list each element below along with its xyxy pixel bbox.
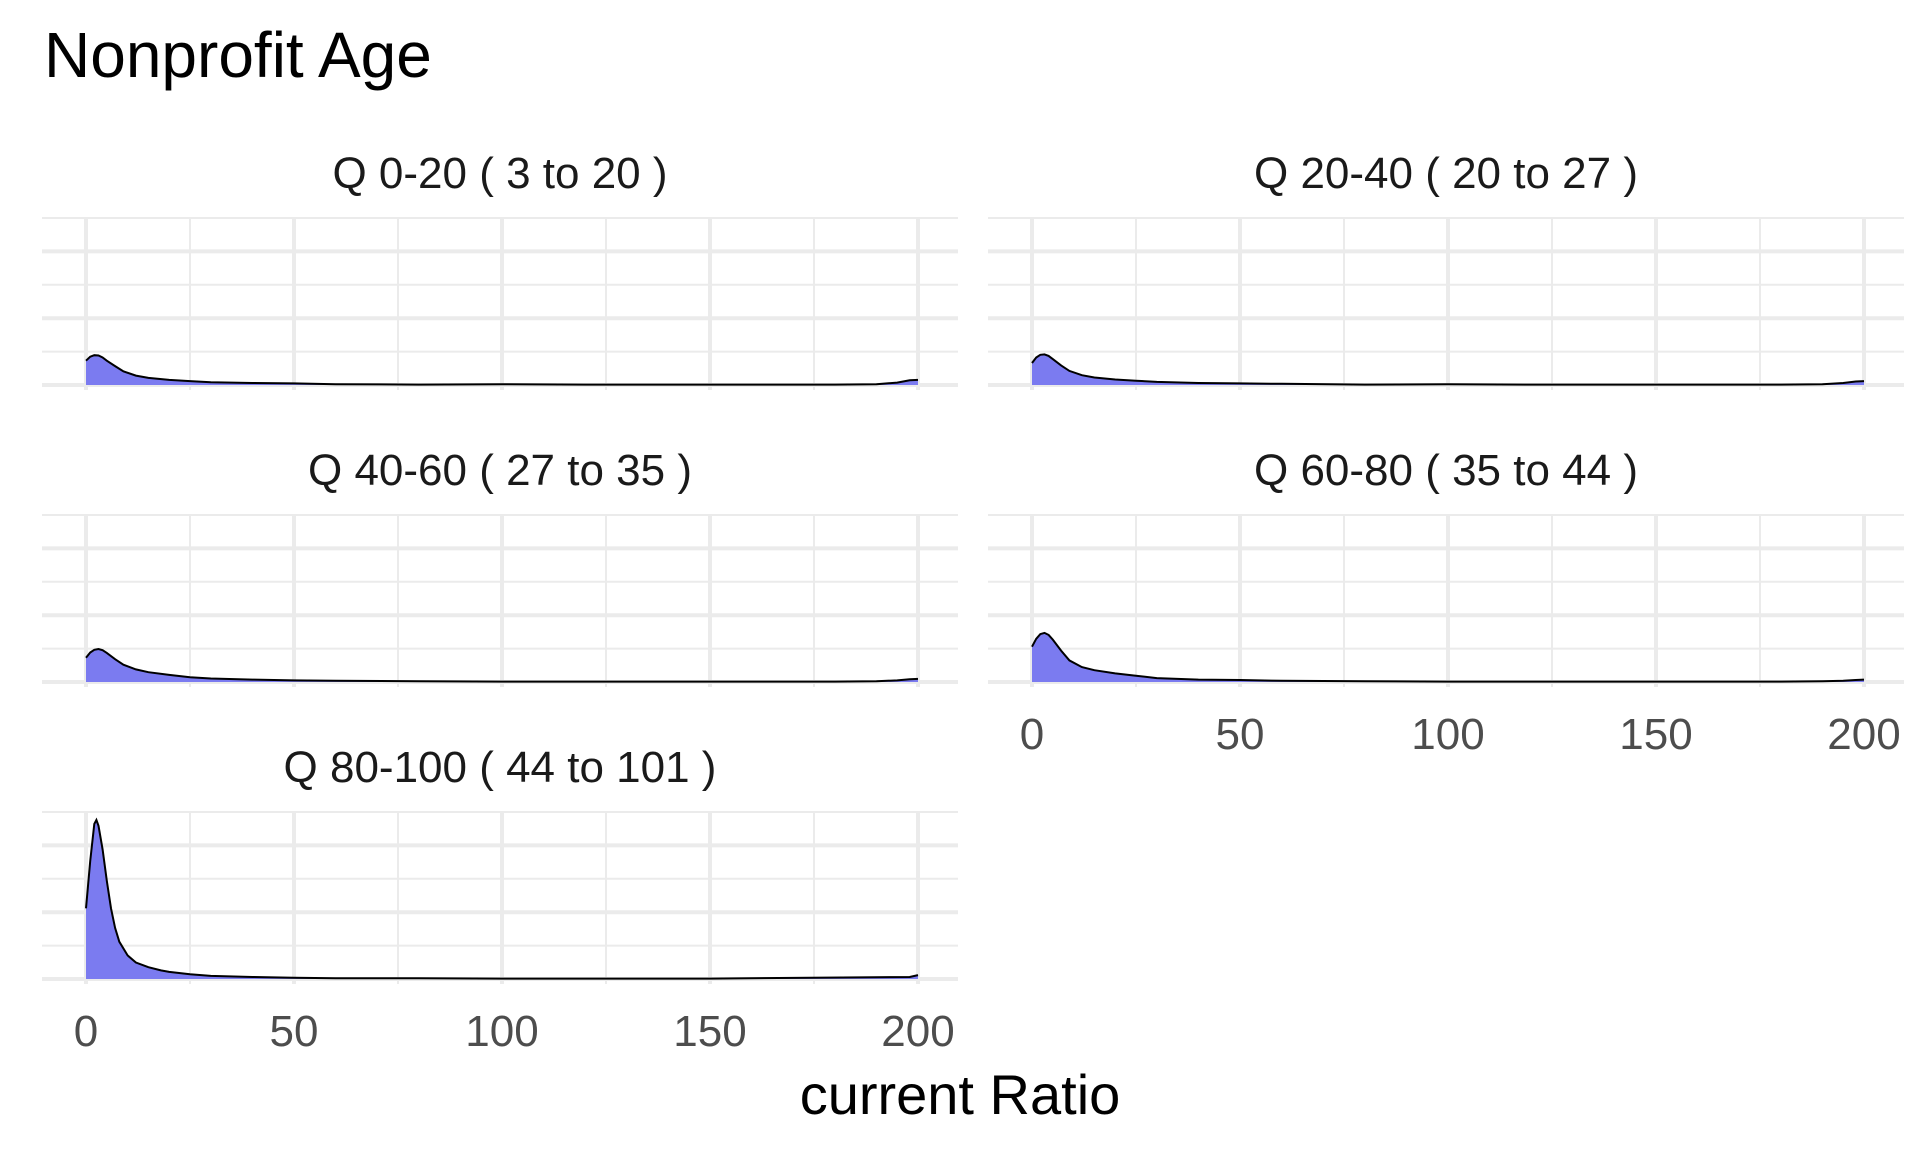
density-line bbox=[1031, 353, 1865, 386]
x-tick-label: 150 bbox=[1619, 710, 1692, 759]
x-tick-label: 200 bbox=[881, 1007, 954, 1056]
density-line bbox=[1031, 631, 1865, 683]
x-tick-label: 50 bbox=[270, 1007, 319, 1056]
density-area bbox=[86, 649, 918, 682]
facet-strip-label: Q 80-100 ( 44 to 101 ) bbox=[284, 743, 717, 792]
x-tick-label: 0 bbox=[74, 1007, 98, 1056]
density-line bbox=[85, 817, 919, 980]
x-tick-label: 100 bbox=[465, 1007, 538, 1056]
density-line bbox=[85, 647, 919, 683]
x-tick-label: 150 bbox=[673, 1007, 746, 1056]
x-tick-label: 50 bbox=[1216, 710, 1265, 759]
x-tick-label: 100 bbox=[1411, 710, 1484, 759]
x-axis-label: current Ratio bbox=[799, 1063, 1121, 1126]
x-tick-label: 200 bbox=[1827, 710, 1900, 759]
chart-title: Nonprofit Age bbox=[44, 19, 432, 91]
x-tick-label: 0 bbox=[1020, 710, 1044, 759]
facet-strip-label: Q 0-20 ( 3 to 20 ) bbox=[332, 149, 667, 198]
density-area bbox=[1032, 354, 1864, 385]
density-line bbox=[85, 354, 919, 386]
density-area bbox=[1032, 632, 1864, 682]
density-area bbox=[86, 355, 918, 385]
facet-strip-label: Q 20-40 ( 20 to 27 ) bbox=[1254, 149, 1638, 198]
facet-strip-label: Q 40-60 ( 27 to 35 ) bbox=[308, 446, 692, 495]
facet-strip-label: Q 60-80 ( 35 to 44 ) bbox=[1254, 446, 1638, 495]
